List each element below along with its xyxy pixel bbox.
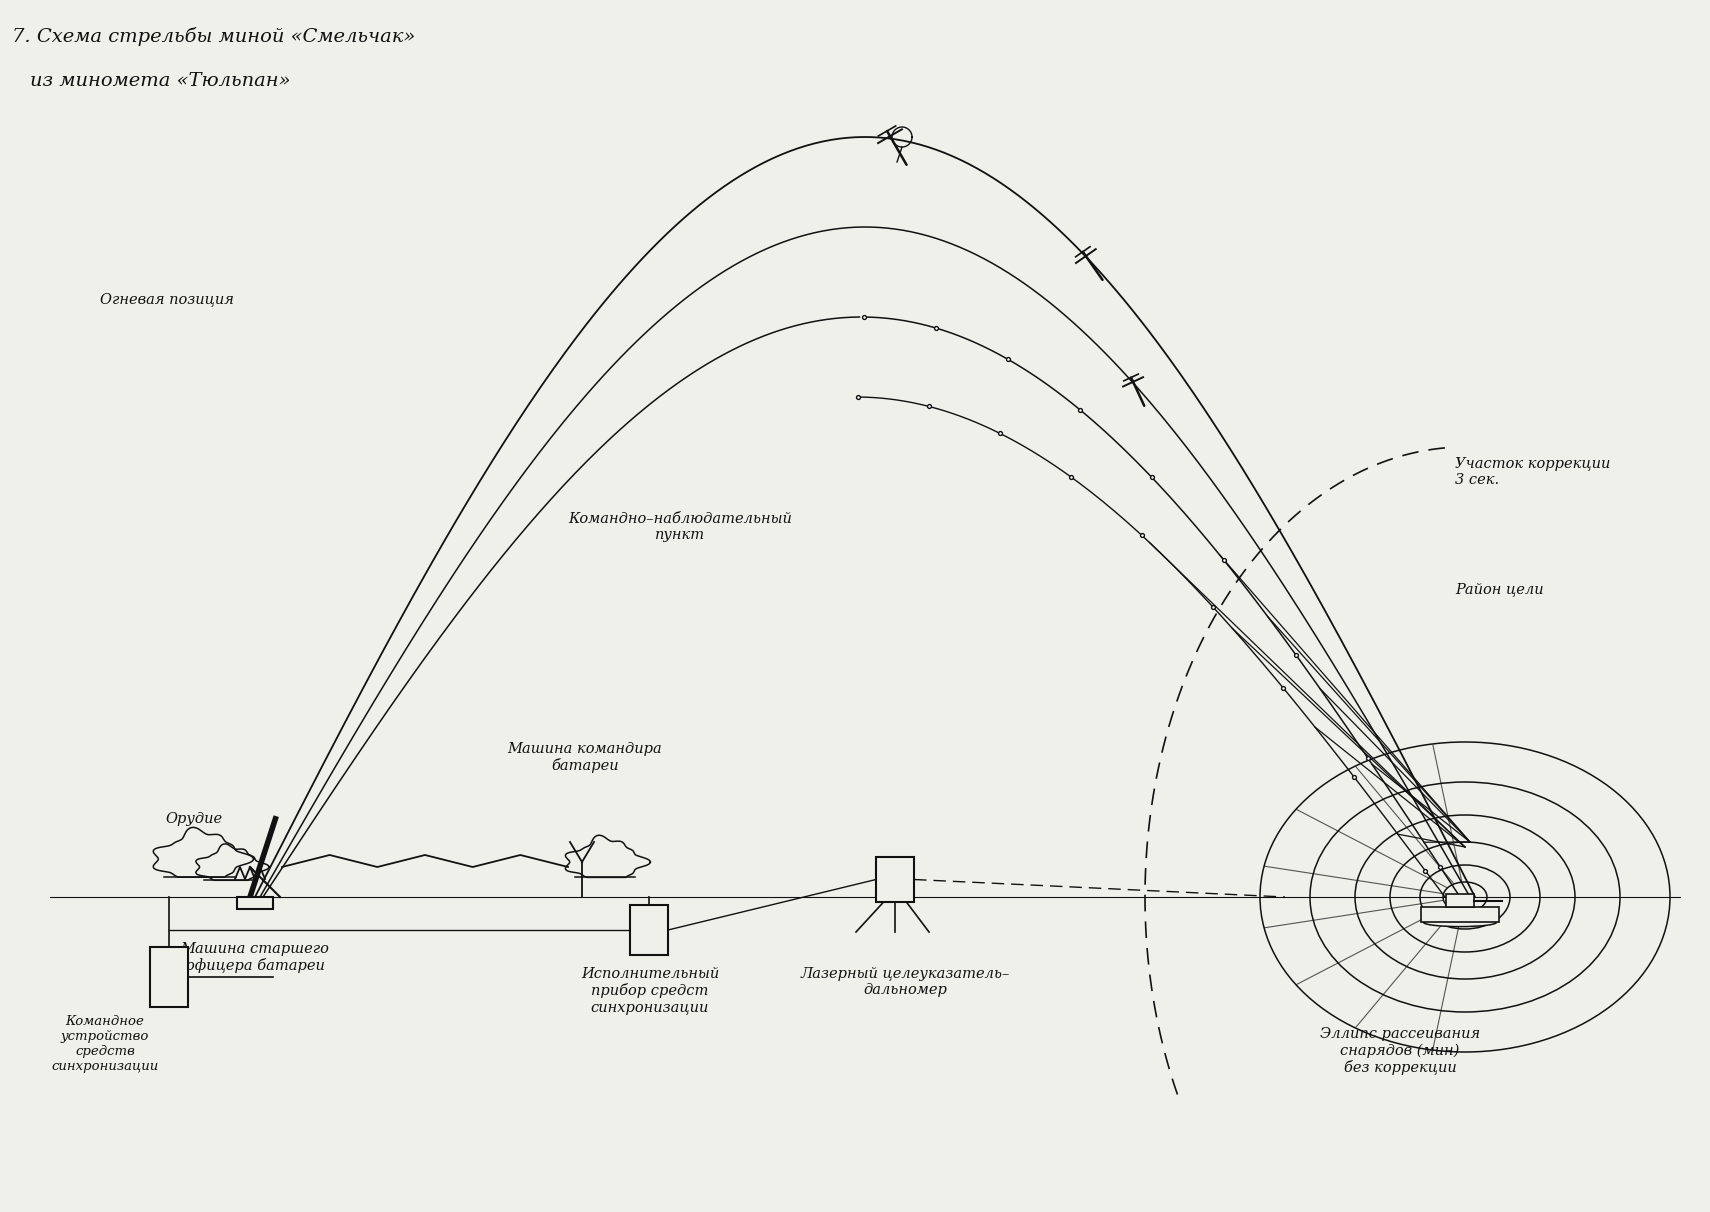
Text: Участок коррекции
3 сек.: Участок коррекции 3 сек. <box>1455 457 1611 487</box>
Text: Лазерный целеуказатель–
дальномер: Лазерный целеуказатель– дальномер <box>800 967 1009 997</box>
Text: Исполнительный
прибор средст
синхронизации: Исполнительный прибор средст синхронизац… <box>581 967 720 1014</box>
Text: Орудие: Орудие <box>164 812 222 827</box>
Text: Эллипс рассеивания
снарядов (мин)
без коррекции: Эллипс рассеивания снарядов (мин) без ко… <box>1320 1027 1481 1075</box>
Polygon shape <box>566 835 650 877</box>
Text: Машина командира
батареи: Машина командира батареи <box>508 742 662 773</box>
Text: Командное
устройство
средств
синхронизации: Командное устройство средств синхронизац… <box>51 1014 159 1073</box>
Bar <box>238 897 274 909</box>
Text: из миномета «Тюльпан»: из миномета «Тюльпан» <box>31 72 291 90</box>
Text: 7. Схема стрельбы миной «Смельчак»: 7. Схема стрельбы миной «Смельчак» <box>12 27 416 46</box>
FancyBboxPatch shape <box>1421 907 1500 922</box>
Bar <box>150 947 188 1007</box>
Text: Командно–наблюдательный
пункт: Командно–наблюдательный пункт <box>568 511 792 542</box>
Text: Огневая позиция: Огневая позиция <box>99 292 234 305</box>
Ellipse shape <box>1424 919 1496 927</box>
Polygon shape <box>197 844 268 880</box>
FancyBboxPatch shape <box>1447 894 1474 907</box>
Bar <box>876 857 915 902</box>
Text: Район цели: Район цели <box>1455 582 1544 596</box>
Polygon shape <box>154 828 253 877</box>
Bar <box>629 905 669 955</box>
Text: Машина старшего
офицера батареи: Машина старшего офицера батареи <box>181 942 330 973</box>
